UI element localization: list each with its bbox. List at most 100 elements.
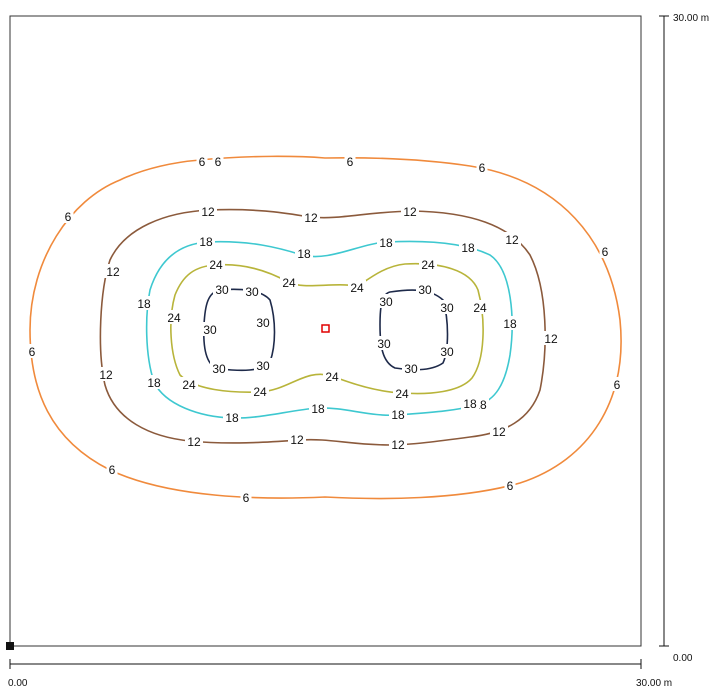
isoline-label-bg <box>438 344 456 358</box>
isoline-label-12: 12 <box>391 438 405 452</box>
isoline-label-bg <box>302 210 320 224</box>
isoline-label-bg <box>542 331 560 345</box>
isoline-label-bg <box>377 235 395 249</box>
isoline-label-12: 12 <box>290 433 304 447</box>
isoline-label-bg <box>389 437 407 451</box>
isoline-label-bg <box>196 154 208 168</box>
isoline-label-12: 12 <box>544 332 558 346</box>
isoline-label-24: 24 <box>473 301 487 315</box>
isoline-label-bg <box>402 361 420 375</box>
isoline-label-bg <box>280 275 298 289</box>
isoline-label-bg <box>389 407 407 421</box>
isoline-label-bg <box>213 282 231 296</box>
isoline-label-30: 30 <box>203 323 217 337</box>
isoline-label-bg <box>309 401 327 415</box>
isoline-label-12: 12 <box>201 205 215 219</box>
isoline-label-18: 18 <box>503 317 517 331</box>
isoline-label-24: 24 <box>350 281 364 295</box>
isoline-label-12: 12 <box>99 368 113 382</box>
isoline-label-bg <box>503 232 521 246</box>
isoline-label-6: 6 <box>109 463 116 477</box>
isoline-label-bg <box>288 432 306 446</box>
origin-marker <box>6 642 14 650</box>
isoline-label-24: 24 <box>395 387 409 401</box>
isoline-label-6: 6 <box>602 245 609 259</box>
isoline-label-bg <box>223 410 241 424</box>
isoline-label-bg <box>97 367 115 381</box>
isoline-label-bg <box>375 336 393 350</box>
isoline-label-12: 12 <box>106 265 120 279</box>
isoline-label-bg <box>419 257 437 271</box>
x-axis-start-label: 0.00 <box>8 678 28 689</box>
isoline-label-bg <box>393 386 411 400</box>
isoline-label-12: 12 <box>304 211 318 225</box>
isoline-label-18: 18 <box>391 408 405 422</box>
isoline-label-24: 24 <box>282 276 296 290</box>
isoline-label-24: 24 <box>325 370 339 384</box>
isoline-label-bg <box>106 462 118 476</box>
isoline-label-bg <box>476 160 488 174</box>
isoline-label-18: 18 <box>463 397 477 411</box>
isoline-label-bg <box>471 300 489 314</box>
isoline-label-24: 24 <box>182 378 196 392</box>
isoline-label-18: 18 <box>379 236 393 250</box>
isoline-6 <box>29 155 622 500</box>
isoline-label-bg <box>62 209 74 223</box>
isoline-label-bg <box>212 154 224 168</box>
y-axis: 30.00 m 0.00 <box>659 13 709 664</box>
isoline-label-6: 6 <box>215 155 222 169</box>
isoline-label-24: 24 <box>209 258 223 272</box>
source-marker <box>321 324 330 333</box>
isoline-label-bg <box>504 478 516 492</box>
isoline-label-bg <box>348 280 366 294</box>
isoline-label-bg <box>254 358 272 372</box>
isoline-label-12: 12 <box>505 233 519 247</box>
isoline-label-bg <box>145 375 163 389</box>
isoline-label-bg <box>180 377 198 391</box>
isoline-label-12: 12 <box>403 205 417 219</box>
isoline-label-bg <box>251 384 269 398</box>
isoline-label-24: 24 <box>253 385 267 399</box>
isoline-label-bg <box>438 300 456 314</box>
isoline-label-12: 12 <box>187 435 201 449</box>
isoline-label-18: 18 <box>311 402 325 416</box>
isoline-label-bg <box>254 315 272 329</box>
plot-frame <box>9 15 642 647</box>
isoline-label-bg <box>416 282 434 296</box>
isoline-label-30: 30 <box>418 283 432 297</box>
isoline-label-bg <box>377 294 395 308</box>
isoline-label-18: 18 <box>297 247 311 261</box>
isoline-label-bg <box>185 434 203 448</box>
isoline-label-bg <box>295 246 313 260</box>
isoline-label-6: 6 <box>614 378 621 392</box>
isoline-label-bg <box>104 264 122 278</box>
isoline-label-bg <box>490 424 508 438</box>
isoline-label-12: 12 <box>492 425 506 439</box>
isoline-label-30: 30 <box>256 316 270 330</box>
isoline-label-bg <box>344 154 356 168</box>
isoline-label-bg <box>501 316 519 330</box>
isoline-label-bg <box>243 284 261 298</box>
isoline-label-30: 30 <box>256 359 270 373</box>
isoline-label-bg <box>207 257 225 271</box>
isoline-label-30: 30 <box>440 301 454 315</box>
isoline-label-bg <box>401 204 419 218</box>
isoline-label-18: 18 <box>137 297 151 311</box>
isoline-label-bg <box>210 361 228 375</box>
isoline-label-30: 30 <box>440 345 454 359</box>
isoline-label-30: 30 <box>215 283 229 297</box>
isoline-label-bg <box>199 204 217 218</box>
isoline-label-30: 30 <box>245 285 259 299</box>
y-axis-start-label: 0.00 <box>673 653 693 664</box>
isoline-label-6: 6 <box>29 345 36 359</box>
isoline-label-18: 18 <box>147 376 161 390</box>
isoline-30-left <box>202 288 276 372</box>
x-axis-end-label: 30.00 m <box>636 678 672 689</box>
isoline-label-bg <box>323 369 341 383</box>
isoline-label-bg <box>611 377 623 391</box>
isoline-label-30: 30 <box>379 295 393 309</box>
isoline-label-bg <box>135 296 153 310</box>
isoline-label-6: 6 <box>65 210 72 224</box>
isoline-label-30: 30 <box>404 362 418 376</box>
